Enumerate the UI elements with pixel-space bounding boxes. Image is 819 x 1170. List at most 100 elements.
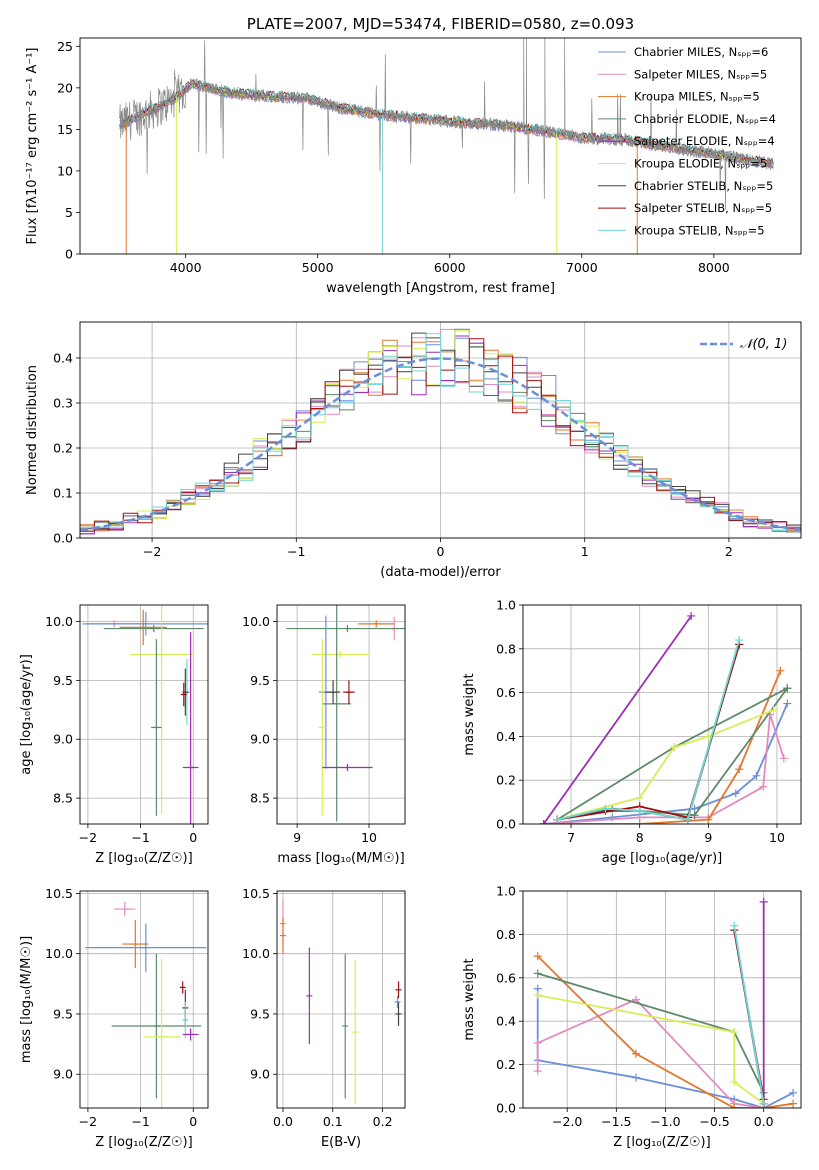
y-tick-label: 9.5 bbox=[250, 673, 270, 688]
y-tick-label: 10.5 bbox=[242, 886, 270, 901]
plus-marker bbox=[735, 765, 744, 774]
x-tick-label: −1 bbox=[131, 830, 149, 845]
plot-area bbox=[539, 611, 792, 824]
y-tick-label: 0.2 bbox=[496, 1057, 516, 1072]
plus-marker bbox=[631, 1049, 640, 1058]
histogram-step bbox=[80, 333, 801, 531]
error-bar-point bbox=[358, 620, 395, 628]
x-tick-label: −2 bbox=[79, 1114, 97, 1129]
x-axis-label: mass [log₁₀(M/M☉)] bbox=[277, 851, 404, 866]
chart-mass-vs-Z: −2 −1 0 9.0 9.5 10.0 10.5 Z [log₁₀(Z/Z☉)] mass [… bbox=[19, 886, 209, 1150]
error-bar-point bbox=[182, 632, 199, 824]
axes-frame bbox=[79, 37, 802, 255]
error-bar-point bbox=[342, 953, 349, 1099]
series-line bbox=[557, 687, 789, 821]
series bbox=[533, 991, 768, 1108]
y-tick-label: 8.5 bbox=[53, 791, 73, 806]
error-bar-point bbox=[180, 682, 187, 707]
y-tick-label: 9.0 bbox=[250, 1067, 270, 1082]
plot-area bbox=[85, 901, 207, 1108]
plus-marker bbox=[789, 1099, 798, 1108]
error-bar-point bbox=[322, 763, 373, 772]
legend: Chabrier MILES, Nₛₚₚ=6 Salpeter MILES, Nₛ… bbox=[598, 45, 776, 237]
plot-area bbox=[82, 605, 208, 824]
y-tick-label: 0.2 bbox=[53, 441, 73, 456]
legend-label: Kroupa MILES, Nₛₚₚ=5 bbox=[634, 90, 760, 104]
legend-label: Kroupa STELIB, Nₛₚₚ=5 bbox=[634, 223, 765, 237]
plus-marker bbox=[735, 636, 744, 645]
y-axis-label: mass weight bbox=[462, 958, 477, 1040]
error-bar-point bbox=[143, 958, 181, 1108]
plus-marker bbox=[730, 1077, 739, 1086]
legend-label: Salpeter ELODIE, Nₛₚₚ=4 bbox=[634, 134, 775, 148]
legend: 𝒩(0, 1) bbox=[700, 337, 787, 352]
plus-marker bbox=[704, 815, 713, 824]
series-line bbox=[542, 615, 692, 824]
x-tick-label: 7000 bbox=[566, 260, 598, 275]
y-tick-label: 1.0 bbox=[496, 884, 516, 899]
plus-marker bbox=[601, 804, 610, 813]
plus-marker bbox=[730, 921, 739, 930]
plus-marker bbox=[730, 1104, 739, 1108]
error-bar-point bbox=[395, 981, 402, 999]
error-bar-point bbox=[343, 680, 355, 704]
y-tick-label: 10.0 bbox=[242, 946, 270, 961]
legend-label: Chabrier STELIB, Nₛₚₚ=5 bbox=[634, 179, 773, 193]
y-axis-label: age [log₁₀(age/yr)] bbox=[19, 654, 34, 775]
plus-marker bbox=[533, 1067, 542, 1076]
y-tick-label: 0.4 bbox=[496, 729, 516, 744]
error-bar-point bbox=[306, 947, 313, 1045]
x-tick-label: 4000 bbox=[170, 260, 202, 275]
y-tick-label: 0.8 bbox=[496, 641, 516, 656]
error-bar-point bbox=[311, 650, 370, 658]
y-tick-label: 10 bbox=[57, 163, 73, 178]
plus-marker bbox=[779, 754, 788, 763]
plus-marker bbox=[769, 706, 778, 715]
y-tick-label: 9.5 bbox=[250, 1006, 270, 1021]
plus-marker bbox=[783, 699, 792, 708]
plot-area bbox=[119, 38, 774, 254]
x-tick-label: 8 bbox=[636, 830, 644, 845]
series bbox=[539, 666, 785, 824]
axes-frame bbox=[79, 890, 209, 1109]
plot-area bbox=[533, 897, 798, 1108]
plus-marker bbox=[539, 820, 548, 824]
plus-marker bbox=[533, 969, 542, 978]
plot-area bbox=[279, 899, 402, 1105]
plus-marker bbox=[533, 952, 542, 961]
y-tick-label: 10.0 bbox=[45, 614, 73, 629]
y-tick-label: 0.6 bbox=[496, 970, 516, 985]
legend-label: Chabrier MILES, Nₛₚₚ=6 bbox=[634, 45, 768, 59]
x-tick-label: 8000 bbox=[698, 260, 730, 275]
series-line bbox=[537, 994, 765, 1108]
plus-marker bbox=[635, 806, 644, 815]
error-bar-point bbox=[103, 625, 204, 633]
y-axis-label: Flux [fλ10⁻¹⁷ erg cm⁻² s⁻¹ A⁻¹] bbox=[25, 48, 40, 245]
chart-massweight-vs-age: 7 8 9 10 0.0 0.2 0.4 0.6 0.8 1.0 age [log₁₀(age/yr… bbox=[462, 598, 802, 866]
error-bar-point bbox=[279, 917, 286, 954]
y-tick-label: 5 bbox=[65, 205, 73, 220]
chart-title: PLATE=2007, MJD=53474, FIBERID=0580, z=0… bbox=[247, 15, 634, 33]
x-tick-label: −1 bbox=[131, 1114, 149, 1129]
y-tick-label: 0.1 bbox=[53, 486, 73, 501]
error-bar-point bbox=[130, 605, 194, 814]
x-tick-label: 1 bbox=[581, 544, 589, 559]
x-tick-label: −0.5 bbox=[699, 1114, 729, 1129]
y-axis-label: mass [log₁₀(M/M☉)] bbox=[19, 936, 34, 1063]
x-tick-label: 6000 bbox=[434, 260, 466, 275]
error-bar-point bbox=[111, 953, 202, 1099]
axes-frame bbox=[276, 604, 406, 825]
plus-marker bbox=[635, 820, 644, 824]
plus-marker bbox=[783, 684, 792, 693]
plus-marker bbox=[776, 666, 785, 675]
axes-frame bbox=[522, 604, 802, 825]
axes-frame bbox=[79, 604, 209, 825]
axes-frame bbox=[79, 321, 802, 539]
plus-marker bbox=[759, 782, 768, 791]
y-tick-label: 10.0 bbox=[242, 614, 270, 629]
error-bar-point bbox=[325, 680, 341, 704]
error-bar-point bbox=[182, 1001, 189, 1039]
plus-marker bbox=[635, 793, 644, 802]
y-tick-label: 0.0 bbox=[496, 1101, 516, 1116]
